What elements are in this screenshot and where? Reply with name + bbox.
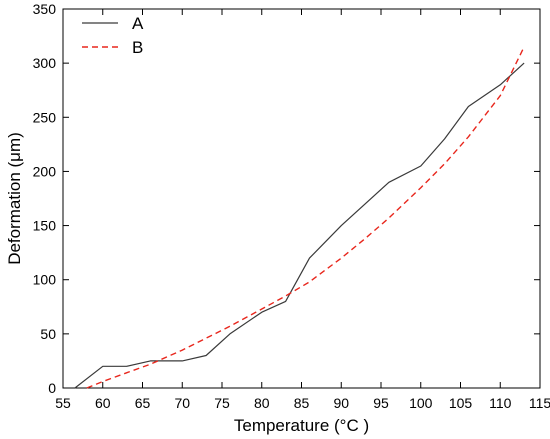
x-tick-label: 95: [373, 395, 389, 411]
x-tick-label: 100: [409, 395, 433, 411]
x-tick-label: 90: [333, 395, 349, 411]
x-tick-label: 70: [174, 395, 190, 411]
y-tick-label: 150: [33, 218, 57, 234]
legend-label-a: A: [132, 14, 144, 33]
legend-label-b: B: [132, 38, 143, 57]
plot-frame: [62, 8, 541, 389]
x-tick-label: 80: [254, 395, 270, 411]
y-tick-label: 100: [33, 272, 57, 288]
series-a-line: [74, 62, 525, 389]
x-tick-label: 55: [55, 395, 71, 411]
x-tick-label: 105: [449, 395, 473, 411]
y-axis-label: Deformation (μm): [5, 132, 24, 265]
legend: A B: [82, 14, 144, 57]
series-layer: [74, 46, 525, 389]
x-tick-label: 115: [529, 395, 550, 411]
y-tick-label: 200: [33, 163, 57, 179]
x-tick-label: 60: [95, 395, 111, 411]
y-tick-label: 300: [33, 55, 57, 71]
y-tick-label: 50: [40, 326, 56, 342]
x-tick-label: 85: [294, 395, 310, 411]
y-tick-label: 0: [48, 380, 56, 396]
y-tick-label: 250: [33, 109, 57, 125]
y-tick-label: 350: [33, 1, 57, 17]
series-b-line: [86, 46, 525, 389]
x-tick-label: 65: [135, 395, 151, 411]
axis-ticks: 55 60 65 70 75 80 85 90 95 100 105 110 115 0 50 100 150 2…: [33, 1, 550, 411]
x-tick-label: 75: [214, 395, 230, 411]
x-axis-label: Temperature (°C ): [234, 416, 369, 435]
x-tick-label: 110: [489, 395, 512, 411]
